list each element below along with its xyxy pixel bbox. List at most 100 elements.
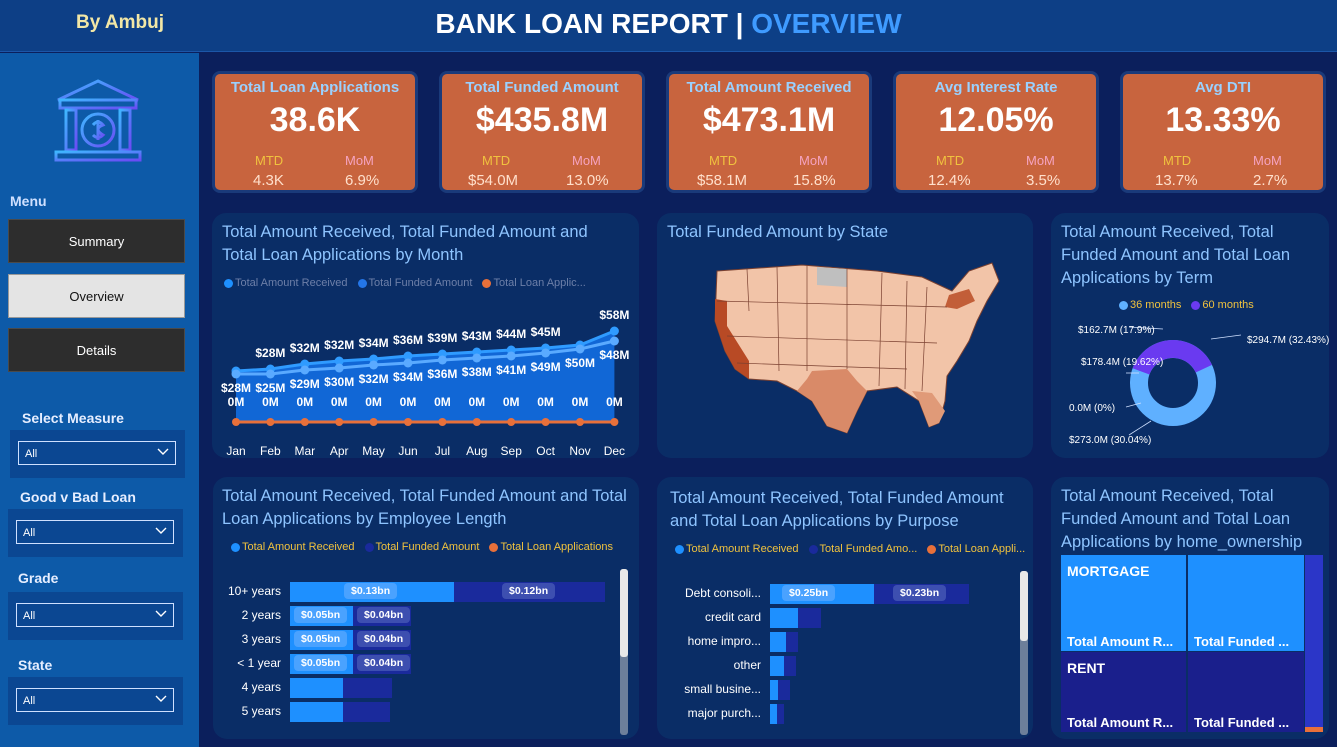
north-dakota-shape[interactable] [817,267,847,287]
state-map-title: Total Funded Amount by State [667,223,889,241]
emp-length-panel: Total Amount Received, Total Funded Amou… [213,477,639,739]
applications-data-label: 0M [468,395,485,409]
bar-row[interactable]: credit card [657,608,1033,628]
scrollbar-thumb[interactable] [620,569,628,657]
applications-data-label: 0M [228,395,245,409]
legend-label: Total Amount Received [686,543,799,555]
bar-row[interactable]: other [657,656,1033,676]
funded-point [472,353,482,363]
texas-shape[interactable] [797,369,867,433]
bar-row[interactable]: major purch... [657,704,1033,724]
received-bar[interactable] [290,678,343,698]
legend-label: Total Loan Appli... [938,543,1026,555]
bar-row[interactable]: small busine... [657,680,1033,700]
funded-data-label: $41M [496,363,526,377]
nav-details-button[interactable]: Details [8,328,185,372]
florida-shape[interactable] [912,391,945,427]
scrollbar[interactable] [1020,571,1028,735]
legend-item: Total Amount Received [675,543,799,555]
grade-select-value: All [23,610,36,622]
bar-row[interactable]: < 1 year $0.05bn $0.04bn [213,654,639,674]
legend-dot [808,544,818,554]
treemap-cell-other[interactable] [1305,555,1323,732]
funded-bar[interactable] [786,632,798,652]
kpi-mom-value: 2.7% [1253,172,1288,189]
applications-point [266,418,275,426]
nav-summary-button[interactable]: Summary [8,219,185,263]
report-header: By Ambuj BANK LOAN REPORT | OVERVIEW [0,0,1337,52]
month-tick-label: Oct [536,444,555,458]
treemap-cell-applications[interactable] [1305,727,1323,732]
received-bar[interactable] [770,632,786,652]
measure-select[interactable]: All [18,441,176,465]
funded-bar[interactable] [343,702,390,722]
month-tick-label: Nov [569,444,590,458]
legend-dot [482,278,492,288]
kpi-mtd-value: $54.0M [468,172,519,189]
funded-bar[interactable] [798,608,821,628]
filter-good-bad: All [8,509,183,557]
funded-line [236,339,615,376]
received-data-label: $58M [599,308,629,322]
new-york-shape[interactable] [945,289,975,309]
kpi-mtd-label: MTD [1163,153,1192,168]
kpi-mom-label: MoM [1253,153,1282,168]
funded-bar[interactable] [778,680,790,700]
state-select-value: All [23,695,36,707]
month-tick-label: May [362,444,385,458]
funded-bar[interactable] [343,678,392,698]
treemap-cell-rent-funded[interactable]: Total Funded ... [1188,652,1304,732]
funded-data-label: $48M [599,348,629,362]
kpi-mom-value: 6.9% [345,172,380,189]
received-bar[interactable] [770,656,784,676]
bar-row[interactable]: Debt consoli... $0.25bn $0.23bn [657,584,1033,604]
applications-point [472,418,481,426]
bar-row[interactable]: home impro... [657,632,1033,652]
applications-point [404,418,412,426]
bar-row[interactable]: 2 years $0.05bn $0.04bn [213,606,639,626]
received-point [403,351,413,361]
grade-select[interactable]: All [16,603,174,627]
received-bar[interactable] [770,680,778,700]
month-tick-label: Feb [260,444,281,458]
received-data-label: $34M [359,336,389,350]
received-bar[interactable] [770,608,798,628]
funded-data-label: $34M [393,370,423,384]
applications-data-label: 0M [296,395,313,409]
received-bar[interactable] [290,702,343,722]
legend-dot [675,544,684,554]
received-data-label: $0.05bn [294,655,348,671]
month-tick-label: Dec [604,444,625,458]
applications-data-label: 0M [537,395,554,409]
good-bad-select[interactable]: All [16,520,174,544]
funded-bar[interactable] [777,704,784,724]
bar-row[interactable]: 5 years [213,702,639,722]
bar-row[interactable]: 3 years $0.05bn $0.04bn [213,630,639,650]
kpi-mtd-label: MTD [255,153,284,168]
received-bar[interactable] [770,704,777,724]
chevron-down-icon [155,610,167,617]
applications-point [576,418,584,426]
kpi-mtd-label: MTD [936,153,965,168]
funded-bar[interactable] [784,656,796,676]
funded-data-label: $0.12bn [502,583,556,599]
treemap-cell-mortgage-funded[interactable]: Total Funded ... [1188,555,1304,651]
bar-row[interactable]: 10+ years $0.13bn $0.12bn [213,582,639,602]
treemap-cell-mortgage-received[interactable]: MORTGAGE Total Amount R... [1061,555,1187,651]
scrollbar-thumb[interactable] [1020,571,1028,641]
term-chart-title: Total Amount Received, Total Funded Amou… [1061,223,1291,287]
bar-row[interactable]: 4 years [213,678,639,698]
california-shape[interactable] [715,299,749,379]
kpi-mtd-value: 12.4% [928,172,971,189]
funded-data-label: $49M [531,360,561,374]
term-label: 0.0M (0%) [1069,403,1115,414]
us-map [714,262,1000,434]
funded-point [334,363,344,373]
term-label: $294.7M (32.43%) [1247,335,1329,346]
menu-label: Menu [10,193,47,209]
legend-item: Total Funded Amo... [808,543,917,555]
treemap-cell-rent-received[interactable]: RENT Total Amount R... [1061,652,1187,732]
nav-overview-button[interactable]: Overview [8,274,185,318]
state-select[interactable]: All [16,688,174,712]
scrollbar[interactable] [620,569,628,735]
